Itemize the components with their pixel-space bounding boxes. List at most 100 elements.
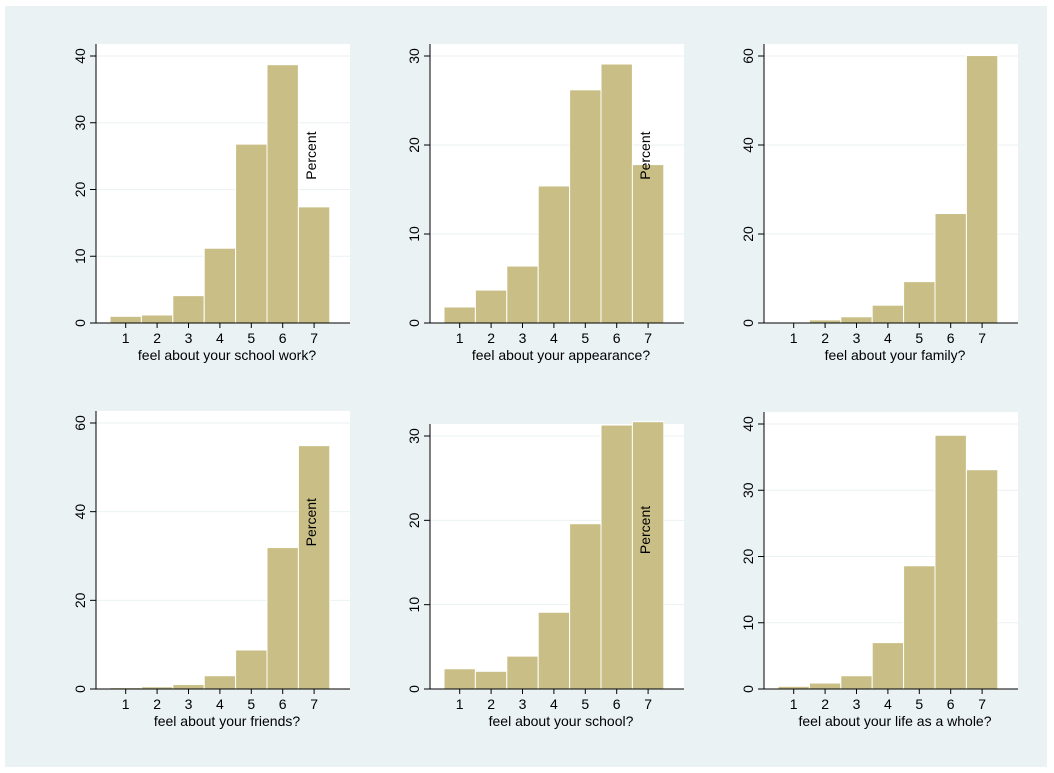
bar-3 [172,684,205,690]
x-tick-label: 4 [216,330,224,346]
bar-4 [871,304,905,324]
bar-1 [443,306,476,324]
y-tick-label: 10 [72,248,88,264]
bar-5 [235,143,268,324]
histogram-life-as-whole: 0 10 20 30 40 1 2 3 4 5 6 7 feel about your life as … [704,408,1024,751]
chart-svg: 0 10 20 30 1 2 3 4 5 6 7 feel about your school? Per… [406,421,684,729]
bar-6 [266,64,299,324]
bar-3 [506,655,539,690]
y-tick-label: 10 [406,597,422,613]
bar-5 [235,649,268,690]
y-tick-label: 0 [740,319,756,327]
x-tick-label: 6 [279,696,287,712]
x-tick-label: 2 [487,330,495,346]
x-tick-label: 7 [644,696,652,712]
bar-7 [297,445,331,690]
y-tick-label: 40 [72,504,88,520]
x-tick-label: 5 [247,330,255,346]
x-tick-label: 4 [884,696,892,712]
x-tick-label: 6 [947,696,955,712]
y-tick-label: 40 [740,416,756,432]
y-tick-label: 20 [72,592,88,608]
bar-6 [600,424,633,690]
y-tick-label: 60 [72,415,88,431]
bar-7 [965,55,999,324]
bar-7 [631,421,665,690]
x-tick-label: 1 [122,696,130,712]
x-tick-label: 3 [853,696,861,712]
y-axis-title: Percent [303,498,319,546]
histogram-friends: 0 20 40 60 1 2 3 4 5 6 7 feel about your friends? Pe… [36,407,356,751]
x-tick-label: 4 [550,696,558,712]
x-tick-label: 4 [884,330,892,346]
x-tick-label: 2 [153,330,161,346]
x-tick-label: 3 [185,330,193,346]
bar-5 [569,523,602,690]
x-tick-label: 5 [915,696,923,712]
y-tick-label: 20 [406,512,422,528]
y-tick-label: 10 [406,226,422,242]
x-tick-label: 2 [487,696,495,712]
bar-7 [965,469,999,690]
y-tick-label: 20 [72,182,88,198]
x-tick-label: 5 [581,696,589,712]
y-tick-label: 60 [740,48,756,64]
y-tick-label: 20 [740,226,756,242]
x-axis-title: feel about your life as a whole? [798,713,991,729]
x-tick-label: 7 [978,696,986,712]
bar-4 [203,247,237,324]
y-axis-title: Percent [637,506,653,554]
x-tick-label: 1 [456,330,464,346]
x-tick-label: 7 [978,330,986,346]
x-tick-label: 1 [122,330,130,346]
bar-5 [569,89,602,324]
x-tick-label: 3 [519,330,527,346]
bar-3 [840,675,873,690]
histogram-family: 0 20 40 60 1 2 3 4 5 6 7 feel about your family? [704,40,1024,385]
bar-6 [934,213,967,324]
bar-6 [934,434,967,690]
bar-3 [172,295,205,324]
bar-4 [203,675,237,690]
y-tick-label: 0 [72,685,88,693]
y-tick-label: 30 [406,428,422,444]
y-tick-label: 0 [406,319,422,327]
bar-1 [443,668,476,690]
x-axis-title: feel about your school work? [138,347,316,363]
bar-5 [903,281,936,324]
x-tick-label: 2 [821,330,829,346]
bar-2 [140,314,174,324]
y-tick-label: 30 [740,482,756,498]
x-tick-label: 4 [216,696,224,712]
bar-6 [266,547,299,690]
bar-5 [903,565,936,690]
x-tick-label: 7 [644,330,652,346]
x-tick-label: 6 [947,330,955,346]
x-tick-label: 1 [790,330,798,346]
x-tick-label: 1 [456,696,464,712]
x-tick-label: 3 [185,696,193,712]
y-tick-label: 30 [406,48,422,64]
x-axis-title: feel about your friends? [154,713,301,729]
x-tick-label: 6 [613,330,621,346]
x-tick-label: 6 [279,330,287,346]
x-tick-label: 2 [153,696,161,712]
x-tick-label: 3 [519,696,527,712]
y-tick-label: 40 [72,48,88,64]
y-axis-title: Percent [303,131,319,179]
x-tick-label: 5 [915,330,923,346]
y-tick-label: 30 [72,115,88,131]
x-axis-title: feel about your school? [489,713,634,729]
y-tick-label: 0 [740,685,756,693]
x-tick-label: 4 [550,330,558,346]
y-tick-label: 0 [72,319,88,327]
x-tick-label: 2 [821,696,829,712]
x-tick-label: 3 [853,330,861,346]
y-tick-label: 10 [740,615,756,631]
x-tick-label: 7 [310,330,318,346]
x-axis-title: feel about your appearance? [472,347,650,363]
x-tick-label: 5 [581,330,589,346]
x-tick-label: 1 [790,696,798,712]
